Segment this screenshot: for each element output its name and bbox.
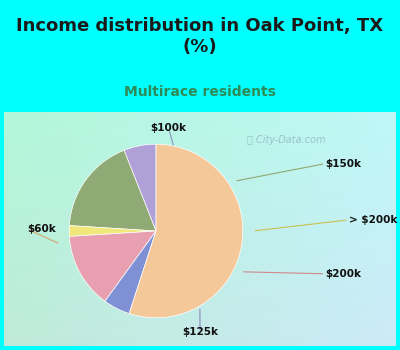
Wedge shape: [129, 144, 243, 318]
Wedge shape: [105, 231, 156, 314]
Text: $60k: $60k: [28, 224, 56, 234]
Text: Income distribution in Oak Point, TX
(%): Income distribution in Oak Point, TX (%): [16, 17, 384, 56]
Wedge shape: [69, 231, 156, 301]
Wedge shape: [124, 144, 156, 231]
Text: > $200k: > $200k: [349, 215, 397, 225]
Text: $150k: $150k: [326, 159, 362, 169]
Text: $125k: $125k: [182, 328, 218, 337]
Text: Multirace residents: Multirace residents: [124, 85, 276, 99]
Wedge shape: [69, 150, 156, 231]
Wedge shape: [69, 225, 156, 237]
Text: $200k: $200k: [326, 269, 362, 279]
Text: ⓘ City-Data.com: ⓘ City-Data.com: [247, 135, 326, 145]
Text: $100k: $100k: [151, 124, 187, 133]
